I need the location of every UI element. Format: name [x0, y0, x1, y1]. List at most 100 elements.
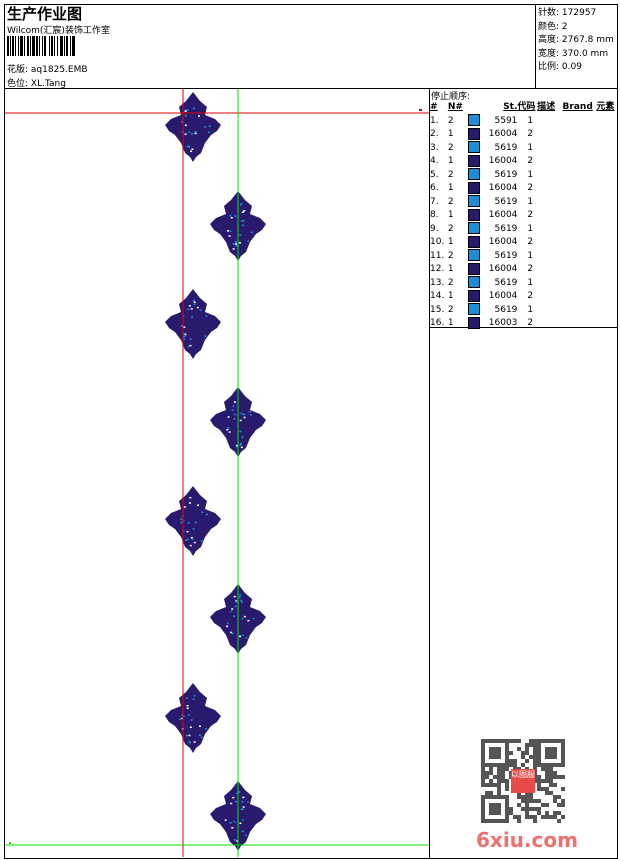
color-swatch: [467, 127, 480, 140]
barcode-bar: [53, 36, 54, 56]
needle: 1: [447, 318, 454, 329]
column-header: N#: [447, 102, 463, 113]
barcode-bar: [27, 36, 29, 56]
table-row: 8. 1 16004 2: [430, 208, 620, 223]
barcode-bar: [7, 36, 9, 56]
table-row: 13. 2 5619 1: [430, 276, 620, 290]
barcode-bar: [39, 36, 40, 56]
table-row: 2. 1 16004 2: [430, 127, 620, 142]
needle: 2: [447, 142, 454, 153]
code: 1: [527, 196, 534, 207]
code: 2: [527, 264, 534, 275]
column-header: Brand: [562, 102, 593, 113]
stitches: 16003: [488, 318, 518, 329]
barcode-bar: [71, 36, 72, 56]
column-header: 代码: [517, 102, 536, 113]
barcode-bar: [64, 36, 65, 56]
barcode-bar: [30, 36, 31, 56]
color-swatch: [467, 289, 480, 302]
barcode-bar: [75, 36, 76, 56]
stitches: 5619: [494, 196, 518, 207]
design-label: 花版:: [7, 65, 29, 75]
barcode-bar: [40, 36, 42, 56]
sheet-border: [4, 4, 618, 859]
divider: [535, 4, 536, 88]
code: 2: [527, 237, 534, 248]
table-row: 3. 2 5619 1: [430, 141, 620, 155]
barcode-bar: [15, 36, 16, 56]
barcode-bar: [19, 36, 20, 56]
code: 2: [527, 210, 534, 221]
color-swatch: [467, 208, 480, 221]
barcode-bar: [65, 36, 66, 56]
code: 1: [527, 250, 534, 261]
barcode-bar: [42, 36, 43, 56]
needle: 1: [447, 237, 454, 248]
divider: [429, 327, 617, 328]
color-swatch: [467, 303, 480, 316]
barcode-bar: [12, 36, 14, 56]
barcode-bar: [31, 36, 32, 56]
table-row: 7. 2 5619 1: [430, 195, 620, 209]
barcode-bar: [35, 36, 36, 56]
barcode-bar: [10, 36, 11, 56]
stitches: 5619: [494, 169, 518, 180]
row-number: 15.: [430, 304, 445, 315]
barcode-bar: [32, 36, 35, 56]
color-swatch: [467, 154, 480, 167]
row-number: 8.: [430, 210, 439, 221]
stitches: 16004: [488, 237, 518, 248]
barcode-bar: [38, 36, 39, 56]
info-value: 370.0 mm: [561, 48, 609, 59]
column-header: 描述: [537, 102, 556, 113]
code: 1: [527, 223, 534, 234]
barcode-bar: [50, 36, 51, 56]
embroidery-motif: [165, 486, 221, 556]
barcode-bar: [9, 36, 10, 56]
info-value: 2767.8 mm: [561, 35, 614, 45]
qr-code: 以图服: [481, 739, 565, 823]
code: 1: [527, 304, 534, 315]
info-item: 宽度: 370.0 mm: [538, 46, 608, 59]
stop-sequence-title: 停止顺序:: [431, 92, 471, 102]
color-swatch: [467, 114, 480, 127]
barcode-bar: [44, 36, 46, 56]
row-number: 5.: [430, 169, 439, 180]
embroidery-motif: [165, 683, 221, 753]
table-row: 9. 2 5619 1: [430, 222, 620, 236]
row-number: 13.: [430, 277, 445, 288]
page-title: 生产作业图: [7, 5, 83, 23]
code: 2: [527, 183, 534, 194]
barcode-bar: [49, 36, 50, 56]
table-row: 5. 2 5619 1: [430, 168, 620, 182]
color-swatch: [467, 141, 480, 154]
info-item: 比例: 0.09: [538, 59, 582, 72]
table-row: 15. 2 5619 1: [430, 303, 620, 317]
info-label: 颜色:: [538, 21, 560, 32]
table-row: 6. 1 16004 2: [430, 181, 620, 196]
needle: 2: [447, 304, 454, 315]
row-number: 2.: [430, 129, 439, 140]
barcode-bar: [24, 36, 25, 56]
barcode-bar: [11, 36, 12, 56]
stitches: 5619: [494, 250, 518, 261]
column-header: #: [430, 102, 438, 113]
end-marker: [419, 109, 422, 111]
row-number: 7.: [430, 196, 439, 207]
code: 2: [527, 318, 534, 329]
stitches: 16004: [488, 156, 518, 167]
barcode-bar: [63, 36, 64, 56]
barcode-bar: [72, 36, 75, 56]
color-swatch: [467, 222, 480, 235]
needle: 2: [447, 196, 454, 207]
row-number: 16.: [430, 318, 445, 329]
barcode-bar: [60, 36, 63, 56]
stitches: 5619: [494, 142, 518, 153]
row-number: 10.: [430, 237, 445, 248]
color-swatch: [467, 181, 480, 194]
row-number: 12.: [430, 264, 445, 275]
design-value: aq1825.EMB: [30, 65, 88, 75]
stitches: 5619: [494, 223, 518, 234]
barcode-bar: [14, 36, 15, 56]
